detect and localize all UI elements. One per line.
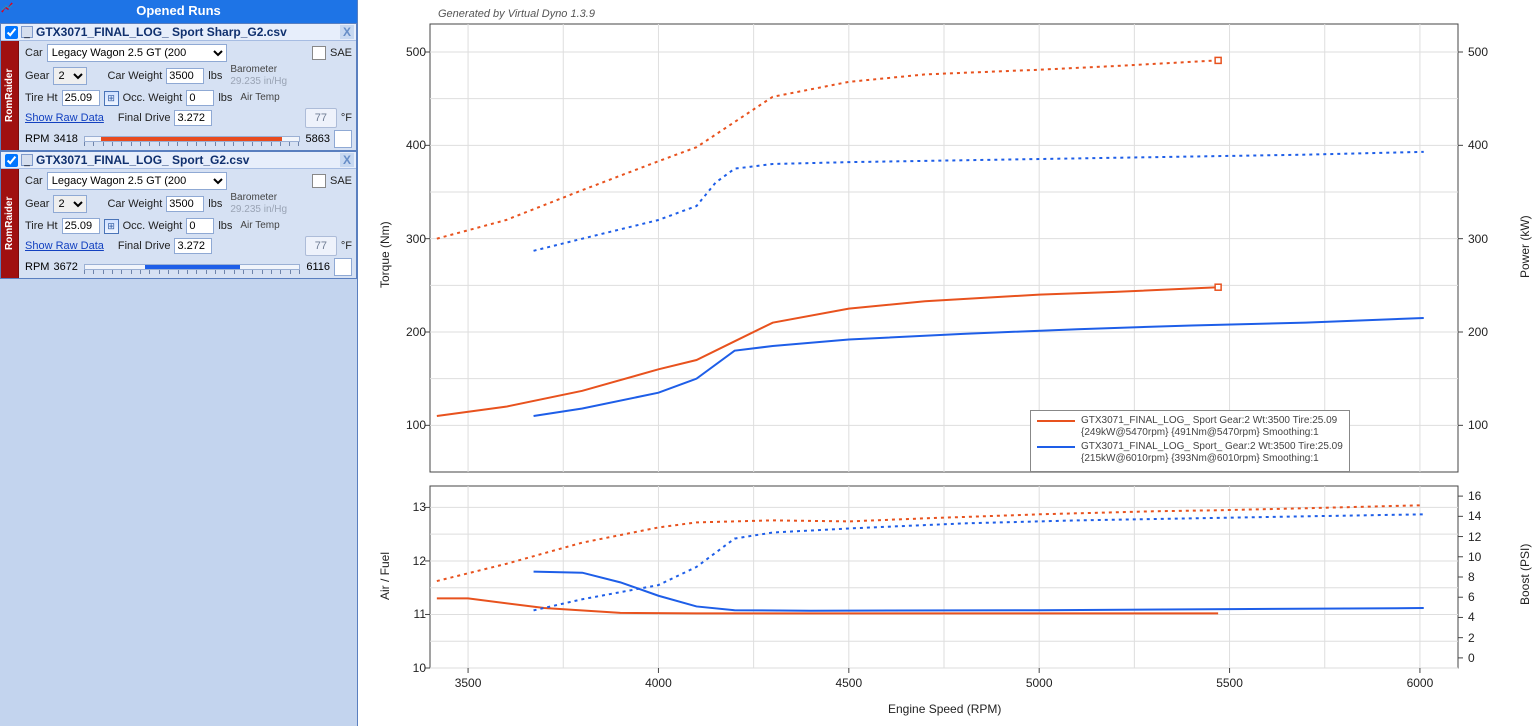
- ytick-left: 10: [386, 661, 426, 675]
- xtick: 5500: [1210, 676, 1250, 690]
- legend-text: GTX3071_FINAL_LOG_ Sport Gear:2 Wt:3500 …: [1081, 415, 1337, 439]
- ytick-right: 4: [1468, 610, 1475, 624]
- ytick-right: 300: [1468, 232, 1488, 246]
- ytick-left: 100: [386, 418, 426, 432]
- legend-item: GTX3071_FINAL_LOG_ Sport_ Gear:2 Wt:3500…: [1037, 441, 1343, 465]
- yaxis-right-bot-label: Boost (PSI): [1518, 544, 1532, 605]
- ytick-right: 6: [1468, 590, 1475, 604]
- ytick-left: 12: [386, 554, 426, 568]
- ytick-right: 8: [1468, 570, 1475, 584]
- yaxis-right-top-label: Power (kW): [1518, 215, 1532, 278]
- ytick-left: 13: [386, 500, 426, 514]
- chart-area: Generated by Virtual Dyno 1.3.9 Torque (…: [358, 0, 1536, 726]
- ytick-left: 300: [386, 232, 426, 246]
- legend-swatch: [1037, 446, 1075, 448]
- xtick: 4000: [638, 676, 678, 690]
- legend-swatch: [1037, 420, 1075, 422]
- ytick-right: 400: [1468, 138, 1488, 152]
- ytick-left: 11: [386, 607, 426, 621]
- dyno-chart-svg: [0, 0, 1536, 726]
- ytick-right: 14: [1468, 509, 1481, 523]
- ytick-left: 200: [386, 325, 426, 339]
- xtick: 4500: [829, 676, 869, 690]
- chart-legend: GTX3071_FINAL_LOG_ Sport Gear:2 Wt:3500 …: [1030, 410, 1350, 472]
- ytick-right: 500: [1468, 45, 1488, 59]
- chart-watermark: Generated by Virtual Dyno 1.3.9: [438, 8, 595, 20]
- legend-item: GTX3071_FINAL_LOG_ Sport Gear:2 Wt:3500 …: [1037, 415, 1343, 439]
- ytick-right: 0: [1468, 651, 1475, 665]
- xtick: 6000: [1400, 676, 1440, 690]
- ytick-left: 400: [386, 138, 426, 152]
- xaxis-label: Engine Speed (RPM): [888, 702, 1001, 716]
- legend-text: GTX3071_FINAL_LOG_ Sport_ Gear:2 Wt:3500…: [1081, 441, 1343, 465]
- ytick-right: 16: [1468, 489, 1481, 503]
- ytick-right: 10: [1468, 550, 1481, 564]
- ytick-right: 100: [1468, 418, 1488, 432]
- xtick: 3500: [448, 676, 488, 690]
- xtick: 5000: [1019, 676, 1059, 690]
- ytick-right: 12: [1468, 530, 1481, 544]
- ytick-right: 200: [1468, 325, 1488, 339]
- ytick-right: 2: [1468, 631, 1475, 645]
- ytick-left: 500: [386, 45, 426, 59]
